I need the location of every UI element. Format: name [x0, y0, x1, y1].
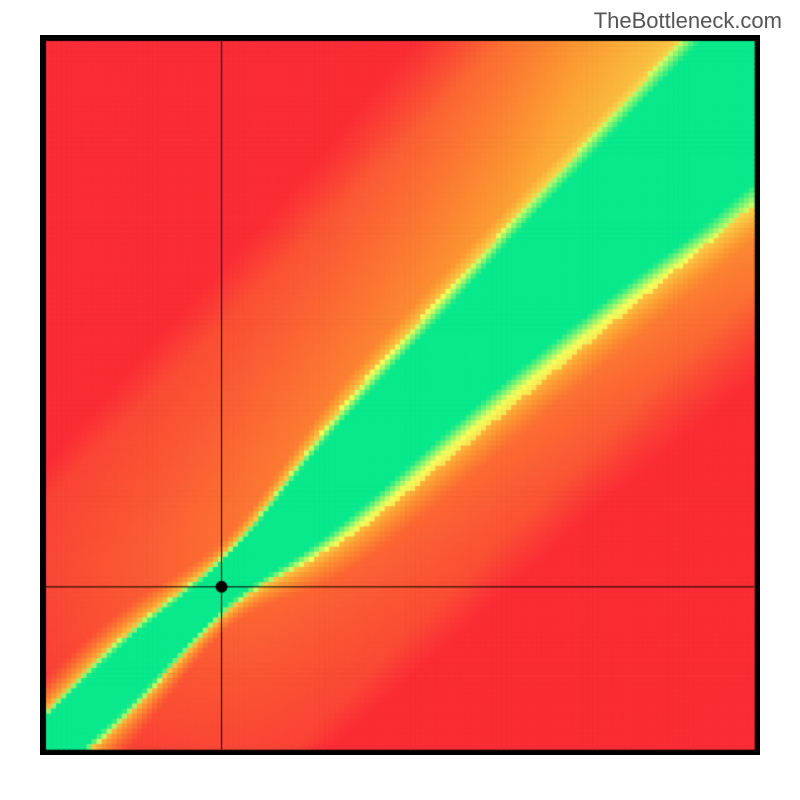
- watermark: TheBottleneck.com: [594, 8, 782, 34]
- plot-frame: [40, 35, 760, 755]
- chart-container: TheBottleneck.com: [0, 0, 800, 800]
- heatmap-canvas: [40, 35, 760, 755]
